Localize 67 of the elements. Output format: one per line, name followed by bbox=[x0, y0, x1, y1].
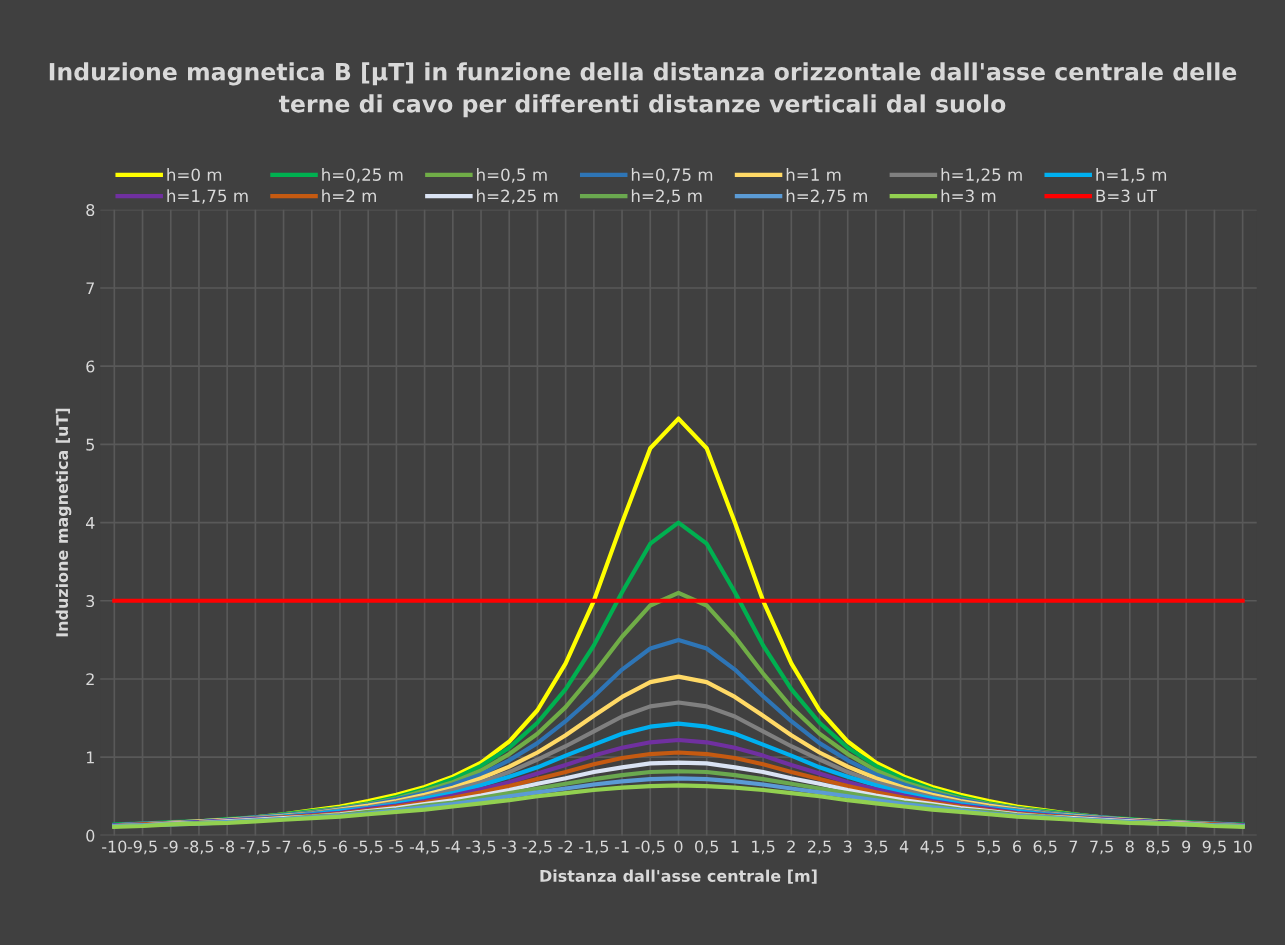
x-tick-label: 3,5 bbox=[864, 840, 888, 855]
x-tick-label: 5 bbox=[956, 840, 965, 853]
legend-label: B=3 uT bbox=[1096, 189, 1157, 203]
x-tick-label: 2,5 bbox=[807, 840, 831, 855]
x-tick-label: -3 bbox=[502, 840, 516, 853]
legend-label: h=1,5 m bbox=[1096, 168, 1167, 183]
x-tick-label: 1 bbox=[731, 840, 739, 853]
legend-label: h=2,5 m bbox=[631, 189, 702, 204]
y-tick-label: 5 bbox=[86, 438, 94, 451]
x-tick-label: 3 bbox=[843, 840, 852, 853]
legend-label: h=0,5 m bbox=[477, 168, 547, 183]
x-tick-label: -4 bbox=[445, 840, 460, 853]
x-tick-label: -6 bbox=[332, 840, 347, 853]
y-tick-label: 0 bbox=[86, 829, 95, 842]
y-tick-label: 7 bbox=[86, 282, 94, 295]
legend-label: h=0,75 m bbox=[631, 168, 713, 183]
y-tick-label: 8 bbox=[86, 204, 95, 217]
x-tick-label: -8 bbox=[219, 840, 235, 853]
x-tick-label: -5,5 bbox=[353, 840, 383, 855]
x-tick-label: 5,5 bbox=[977, 840, 1001, 855]
x-tick-label: 1,5 bbox=[752, 840, 775, 855]
legend-label: h=1 m bbox=[786, 168, 841, 181]
legend-label: h=1,25 m bbox=[941, 168, 1022, 183]
x-tick-label: 0 bbox=[674, 840, 683, 853]
chart-title: Induzione magnetica B [µT] in funzione della distanza orizzontale dall'asse centrale delle terne di cavo per differenti distanze verticali dal suolo bbox=[49, 62, 1237, 118]
x-tick-label: 8,5 bbox=[1146, 840, 1170, 855]
x-tick-label: -6,5 bbox=[296, 840, 326, 855]
x-tick-label: 9 bbox=[1182, 840, 1191, 853]
x-tick-label: -2,5 bbox=[522, 840, 552, 855]
x-tick-label: 2 bbox=[787, 840, 795, 853]
x-tick-label: -7,5 bbox=[240, 840, 270, 855]
x-tick-label: -4,5 bbox=[409, 840, 439, 855]
x-tick-label: 6 bbox=[1013, 840, 1022, 853]
y-tick-label: 2 bbox=[86, 673, 94, 686]
x-tick-label: 7,5 bbox=[1090, 840, 1113, 855]
legend-label: h=0,25 m bbox=[322, 168, 403, 183]
legend-label: h=3 m bbox=[941, 189, 996, 203]
y-tick-label: 3 bbox=[86, 595, 95, 608]
y-tick-label: 4 bbox=[85, 517, 95, 529]
x-tick-label: -10 bbox=[102, 840, 127, 853]
x-tick-label: 7 bbox=[1069, 840, 1078, 853]
x-tick-label: 6,5 bbox=[1033, 840, 1057, 855]
x-tick-label: -7 bbox=[276, 840, 291, 853]
x-tick-label: 4,5 bbox=[920, 840, 944, 855]
legend-label: h=2 m bbox=[322, 189, 376, 202]
x-tick-label: -3,5 bbox=[466, 840, 496, 855]
x-tick-label: -8,5 bbox=[184, 840, 214, 855]
legend-label: h=0 m bbox=[167, 168, 222, 181]
x-tick-label: -2 bbox=[558, 840, 573, 853]
x-tick-label: -9 bbox=[163, 840, 178, 853]
x-tick-label: 4 bbox=[899, 840, 909, 853]
x-tick-label: -0,5 bbox=[635, 840, 665, 855]
y-tick-label: 6 bbox=[86, 360, 95, 373]
y-axis-title: Induzione magnetica [uT] bbox=[55, 408, 72, 637]
x-axis-title: Distanza dall'asse centrale [m] bbox=[540, 869, 817, 884]
y-tick-label: 1 bbox=[86, 751, 94, 764]
x-tick-label: -9,5 bbox=[127, 840, 157, 855]
x-tick-label: -1 bbox=[614, 840, 629, 853]
legend-label: h=2,25 m bbox=[477, 189, 558, 204]
x-tick-label: 8 bbox=[1125, 840, 1134, 853]
x-tick-label: -5 bbox=[389, 840, 403, 853]
x-tick-label: 10 bbox=[1234, 840, 1252, 853]
x-tick-label: 0,5 bbox=[695, 840, 718, 855]
x-tick-label: 9,5 bbox=[1202, 840, 1226, 855]
x-tick-label: -1,5 bbox=[579, 840, 609, 855]
legend-label: h=2,75 m bbox=[786, 189, 867, 204]
legend-label: h=1,75 m bbox=[167, 189, 248, 204]
